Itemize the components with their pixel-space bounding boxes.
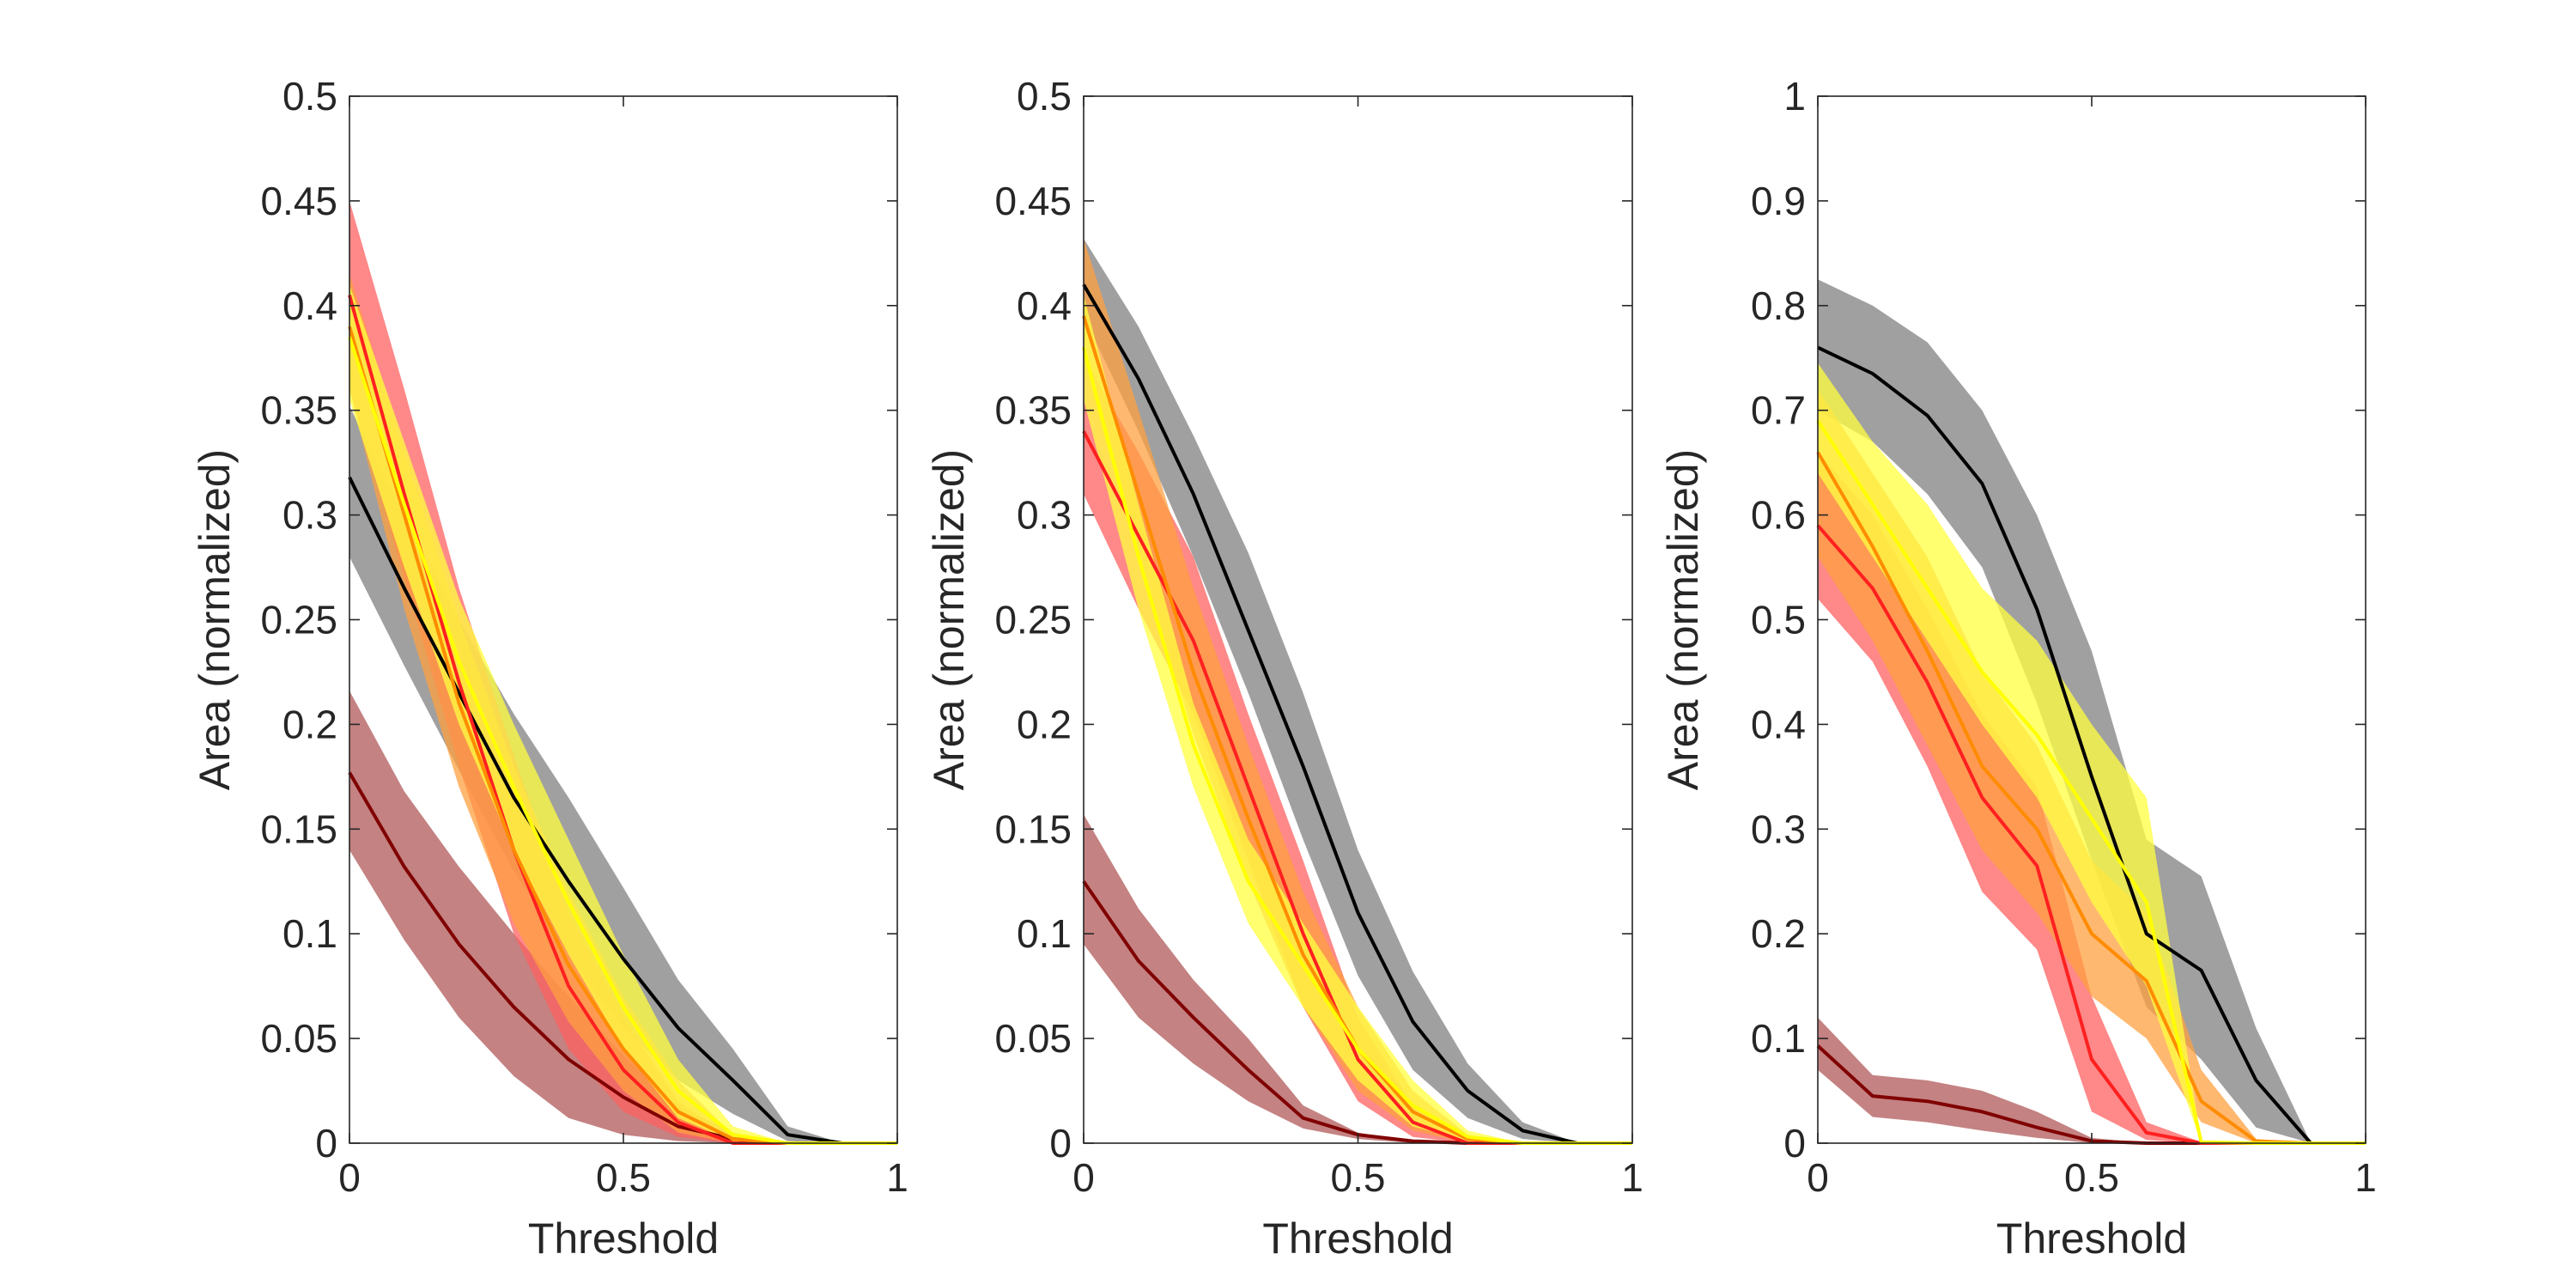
y-tick-label: 0.7 bbox=[1751, 388, 1806, 433]
y-tick-label: 0.35 bbox=[260, 388, 337, 433]
y-tick-label: 0.15 bbox=[260, 806, 337, 851]
x-tick-label: 1 bbox=[1621, 1155, 1643, 1200]
x-axis-label: Threshold bbox=[1996, 1214, 2187, 1263]
series-band-4 bbox=[349, 284, 897, 1143]
y-tick-label: 0.1 bbox=[1017, 911, 1072, 956]
y-tick-label: 0.25 bbox=[260, 598, 337, 642]
y-axis-label: Area (normalized) bbox=[1659, 449, 1707, 790]
y-tick-label: 0.5 bbox=[283, 74, 337, 119]
series-band-3 bbox=[1818, 389, 2366, 1143]
y-tick-label: 0.2 bbox=[1017, 702, 1072, 746]
y-axis-label: Area (normalized) bbox=[191, 449, 239, 790]
x-tick-label: 1 bbox=[2354, 1155, 2377, 1200]
y-tick-label: 0.5 bbox=[1751, 598, 1806, 642]
y-tick-label: 0.2 bbox=[283, 702, 337, 746]
y-tick-label: 0.4 bbox=[283, 283, 337, 328]
y-tick-label: 0.3 bbox=[283, 493, 337, 538]
series-band-4 bbox=[1818, 362, 2366, 1143]
series-band-1 bbox=[1818, 1017, 2366, 1143]
x-tick-label: 0 bbox=[1807, 1155, 1829, 1200]
y-tick-label: 0.3 bbox=[1017, 493, 1072, 538]
x-axis-label: Threshold bbox=[1262, 1214, 1453, 1263]
subplot-1: 0 0.05 0.1 0.15 0.2 0.25 0.3 0.35 0.4 0.45 0.5 0 0.5… bbox=[191, 74, 908, 1263]
subplot-3: 0 0.1 0.2 0.3 0.4 0.5 0.6 0.7 0.8 0.9 1 0 0.5 1 Thresh… bbox=[1659, 74, 2377, 1263]
series-band-0 bbox=[1084, 238, 1632, 1143]
series-line-0 bbox=[348, 476, 897, 1145]
x-tick-label: 0 bbox=[338, 1155, 361, 1200]
x-tick-label: 0.5 bbox=[596, 1155, 651, 1200]
y-tick-label: 0.9 bbox=[1751, 179, 1806, 223]
series-line-0 bbox=[1082, 283, 1632, 1145]
y-axis-label: Area (normalized) bbox=[925, 449, 973, 790]
x-tick-label: 0.5 bbox=[2064, 1155, 2119, 1200]
y-tick-label: 0 bbox=[1049, 1121, 1072, 1165]
x-tick-label: 0.5 bbox=[1331, 1155, 1386, 1200]
y-tick-label: 0.35 bbox=[994, 388, 1072, 433]
y-tick-label: 0.45 bbox=[994, 179, 1072, 223]
y-tick-label: 0.4 bbox=[1017, 283, 1072, 328]
y-tick-label: 0 bbox=[315, 1121, 337, 1165]
y-tick-label: 0.6 bbox=[1751, 493, 1806, 538]
y-tick-label: 0.45 bbox=[260, 179, 337, 223]
y-tick-label: 0.25 bbox=[994, 598, 1072, 642]
y-tick-label: 0.5 bbox=[1017, 74, 1072, 119]
x-tick-label: 1 bbox=[886, 1155, 908, 1200]
series-band-4 bbox=[1084, 295, 1632, 1144]
series-band-0 bbox=[1818, 279, 2366, 1143]
y-tick-label: 1 bbox=[1783, 74, 1806, 119]
subplot-2: 0 0.05 0.1 0.15 0.2 0.25 0.3 0.35 0.4 0.45 0.5 0 0.5… bbox=[925, 74, 1643, 1263]
y-tick-label: 0 bbox=[1783, 1121, 1806, 1165]
series-band-1 bbox=[1084, 814, 1632, 1143]
y-tick-label: 0.1 bbox=[1751, 1016, 1806, 1061]
y-tick-label: 0.05 bbox=[994, 1016, 1072, 1061]
y-tick-label: 0.3 bbox=[1751, 806, 1806, 851]
y-tick-label: 0.4 bbox=[1751, 702, 1806, 746]
y-tick-label: 0.05 bbox=[260, 1016, 337, 1061]
y-tick-label: 0.1 bbox=[283, 911, 337, 956]
series-line-0 bbox=[1817, 345, 2366, 1145]
series-band-1 bbox=[349, 691, 897, 1143]
x-tick-label: 0 bbox=[1072, 1155, 1095, 1200]
y-tick-label: 0.2 bbox=[1751, 911, 1806, 956]
x-axis-label: Threshold bbox=[528, 1214, 719, 1263]
series-band-3 bbox=[1084, 238, 1632, 1143]
y-tick-label: 0.8 bbox=[1751, 283, 1806, 328]
y-tick-label: 0.15 bbox=[994, 806, 1072, 851]
